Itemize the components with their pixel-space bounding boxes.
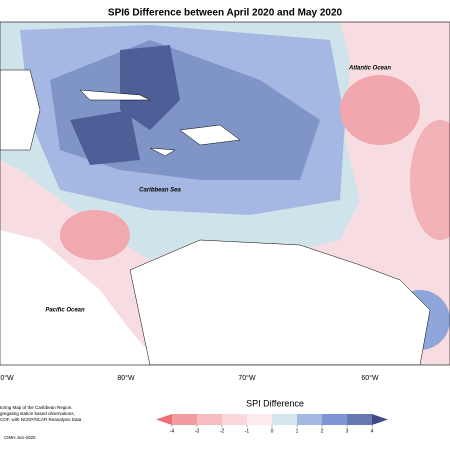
ocean-label: Atlantic Ocean [348, 66, 391, 72]
title: SPI6 Difference between April 2020 and M… [108, 8, 343, 19]
color-swatch [372, 414, 388, 425]
tick-label: 0 [271, 428, 274, 434]
tick-label: -1 [245, 428, 250, 434]
tick-label: 4 [371, 428, 374, 434]
color-swatch [347, 414, 372, 425]
footer-line: COF, with NCEP/NCAR Reanalysis Data [0, 417, 82, 422]
color-swatch [272, 414, 297, 425]
footer-credit: CIMH Jun-2020 [4, 435, 36, 440]
color-swatch [197, 414, 222, 425]
color-swatch [172, 414, 197, 425]
tick-label: -4 [170, 428, 175, 434]
map [0, 21, 450, 366]
color-swatch [247, 414, 272, 425]
tick-label: 2 [321, 428, 324, 434]
tick-label: -2 [220, 428, 225, 434]
footer-line: toring Map of the Caribbean Region. [0, 405, 73, 410]
color-swatch [156, 414, 172, 425]
longitude-label: 80°W [117, 374, 135, 382]
sea-label: Caribbean Sea [139, 188, 181, 194]
tick-label: -3 [195, 428, 200, 434]
color-swatch [322, 414, 347, 425]
longitude-label: 70°W [238, 374, 256, 382]
tick-label: 1 [296, 428, 299, 434]
ocean-label: Pacific Ocean [45, 308, 85, 314]
legend-title: SPI Difference [246, 398, 304, 408]
longitude-label: 60°W [361, 374, 379, 382]
tick-label: 3 [346, 428, 349, 434]
color-swatch [222, 414, 247, 425]
footer-line: gregating station based observations, [0, 411, 75, 416]
color-swatch [297, 414, 322, 425]
longitude-label: 0°W [0, 374, 14, 382]
